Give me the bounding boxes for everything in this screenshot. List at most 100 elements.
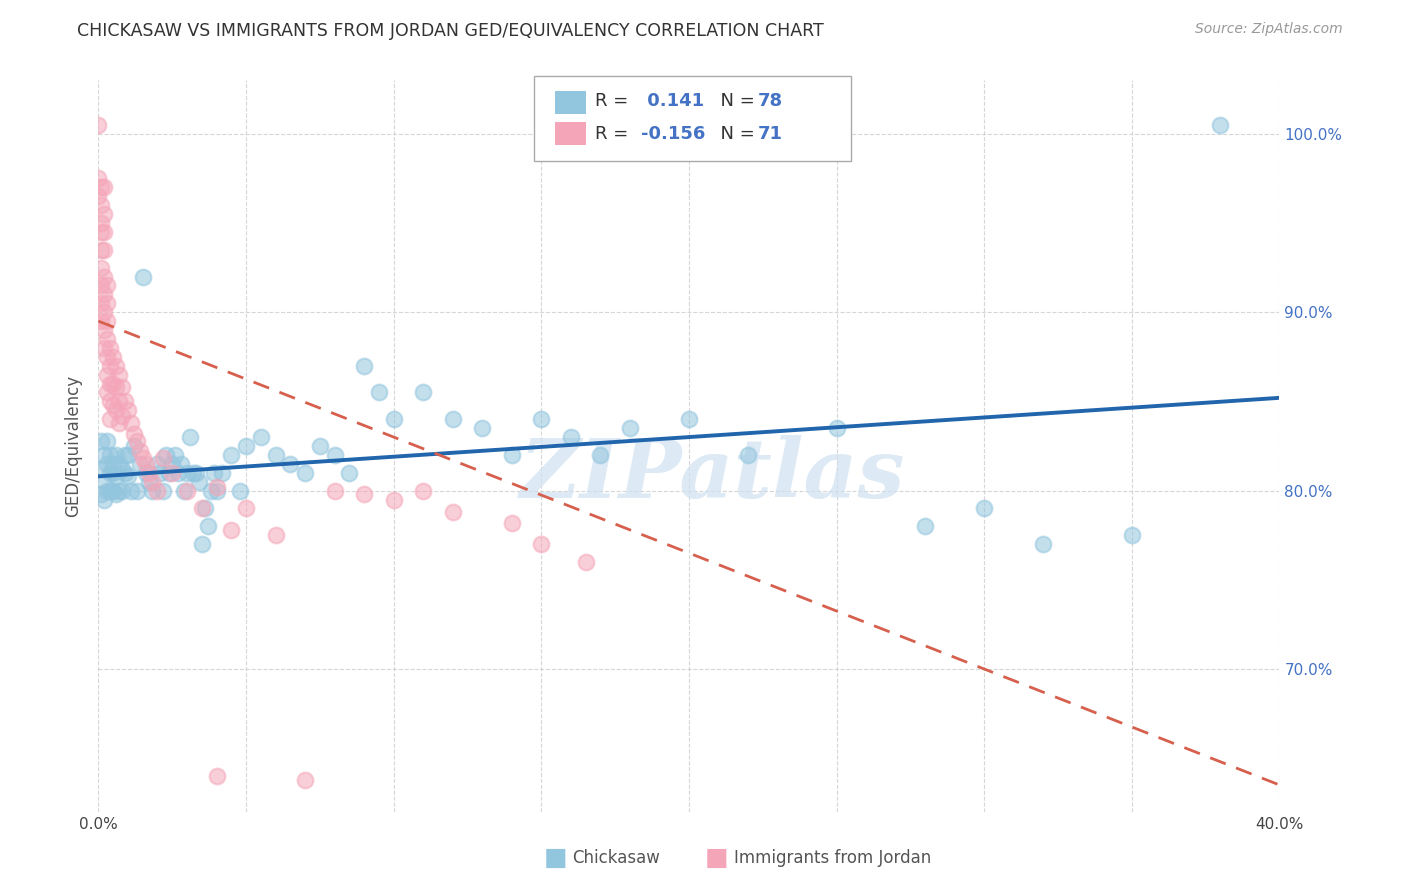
Point [737, 448, 759, 462]
Point [914, 519, 936, 533]
Point [98, 483, 121, 498]
Text: Chickasaw: Chickasaw [572, 849, 661, 867]
Point [235, 501, 257, 516]
Point [96, 314, 118, 328]
Point [138, 475, 160, 489]
Point [530, 537, 553, 551]
Point [105, 448, 128, 462]
Point [323, 483, 346, 498]
Point [105, 403, 128, 417]
Point [105, 359, 128, 373]
Point [98, 376, 121, 391]
Point [135, 466, 157, 480]
Point [103, 483, 125, 498]
Point [152, 483, 174, 498]
Point [111, 483, 134, 498]
Point [501, 448, 523, 462]
Point [90, 180, 112, 194]
Point [157, 466, 180, 480]
Point [96, 296, 118, 310]
Point [155, 448, 177, 462]
Point [678, 412, 700, 426]
Point [105, 469, 128, 483]
Point [441, 505, 464, 519]
Text: N =: N = [709, 125, 761, 143]
Point [96, 434, 118, 448]
Point [93, 323, 115, 337]
Point [167, 466, 190, 480]
Point [202, 466, 225, 480]
Point [619, 421, 641, 435]
Point [96, 483, 118, 498]
Point [87, 189, 110, 203]
Point [90, 225, 112, 239]
Point [111, 380, 134, 394]
Point [98, 466, 121, 480]
Point [105, 487, 128, 501]
Point [90, 260, 112, 275]
Point [103, 466, 125, 480]
Point [96, 350, 118, 364]
Point [96, 332, 118, 346]
Point [149, 466, 172, 480]
Point [93, 269, 115, 284]
Point [170, 457, 193, 471]
Text: Source: ZipAtlas.com: Source: ZipAtlas.com [1195, 22, 1343, 37]
Point [90, 314, 112, 328]
Point [205, 480, 228, 494]
Point [146, 457, 169, 471]
Point [90, 487, 112, 501]
Point [1121, 528, 1143, 542]
Text: 71: 71 [758, 125, 783, 143]
Point [128, 457, 150, 471]
Point [90, 243, 112, 257]
Point [205, 769, 228, 783]
Point [93, 305, 115, 319]
Text: N =: N = [709, 92, 761, 110]
Point [90, 296, 112, 310]
Point [530, 412, 553, 426]
Point [90, 462, 112, 476]
Point [280, 457, 302, 471]
Point [191, 537, 214, 551]
Point [96, 457, 118, 471]
Point [309, 439, 332, 453]
Point [98, 341, 121, 355]
Text: 0.141: 0.141 [641, 92, 704, 110]
Point [353, 359, 375, 373]
Point [187, 475, 209, 489]
Point [114, 466, 136, 480]
Point [176, 483, 198, 498]
Point [87, 118, 110, 132]
Point [103, 350, 125, 364]
Point [560, 430, 582, 444]
Point [93, 287, 115, 301]
Point [575, 555, 598, 569]
Point [103, 457, 125, 471]
Point [441, 412, 464, 426]
Point [589, 448, 612, 462]
Point [108, 457, 131, 471]
Point [973, 501, 995, 516]
Point [179, 430, 201, 444]
Point [264, 448, 287, 462]
Point [382, 492, 405, 507]
Point [181, 466, 204, 480]
Point [117, 448, 139, 462]
Point [108, 394, 131, 409]
Point [162, 466, 183, 480]
Point [323, 448, 346, 462]
Point [205, 483, 228, 498]
Point [194, 501, 217, 516]
Point [184, 466, 207, 480]
Point [111, 462, 134, 476]
Text: -0.156: -0.156 [641, 125, 706, 143]
Text: CHICKASAW VS IMMIGRANTS FROM JORDAN GED/EQUIVALENCY CORRELATION CHART: CHICKASAW VS IMMIGRANTS FROM JORDAN GED/… [77, 22, 824, 40]
Point [264, 528, 287, 542]
Point [103, 398, 125, 412]
Point [117, 469, 139, 483]
Point [162, 457, 183, 471]
Point [132, 451, 155, 466]
Point [141, 475, 163, 489]
Point [294, 466, 316, 480]
